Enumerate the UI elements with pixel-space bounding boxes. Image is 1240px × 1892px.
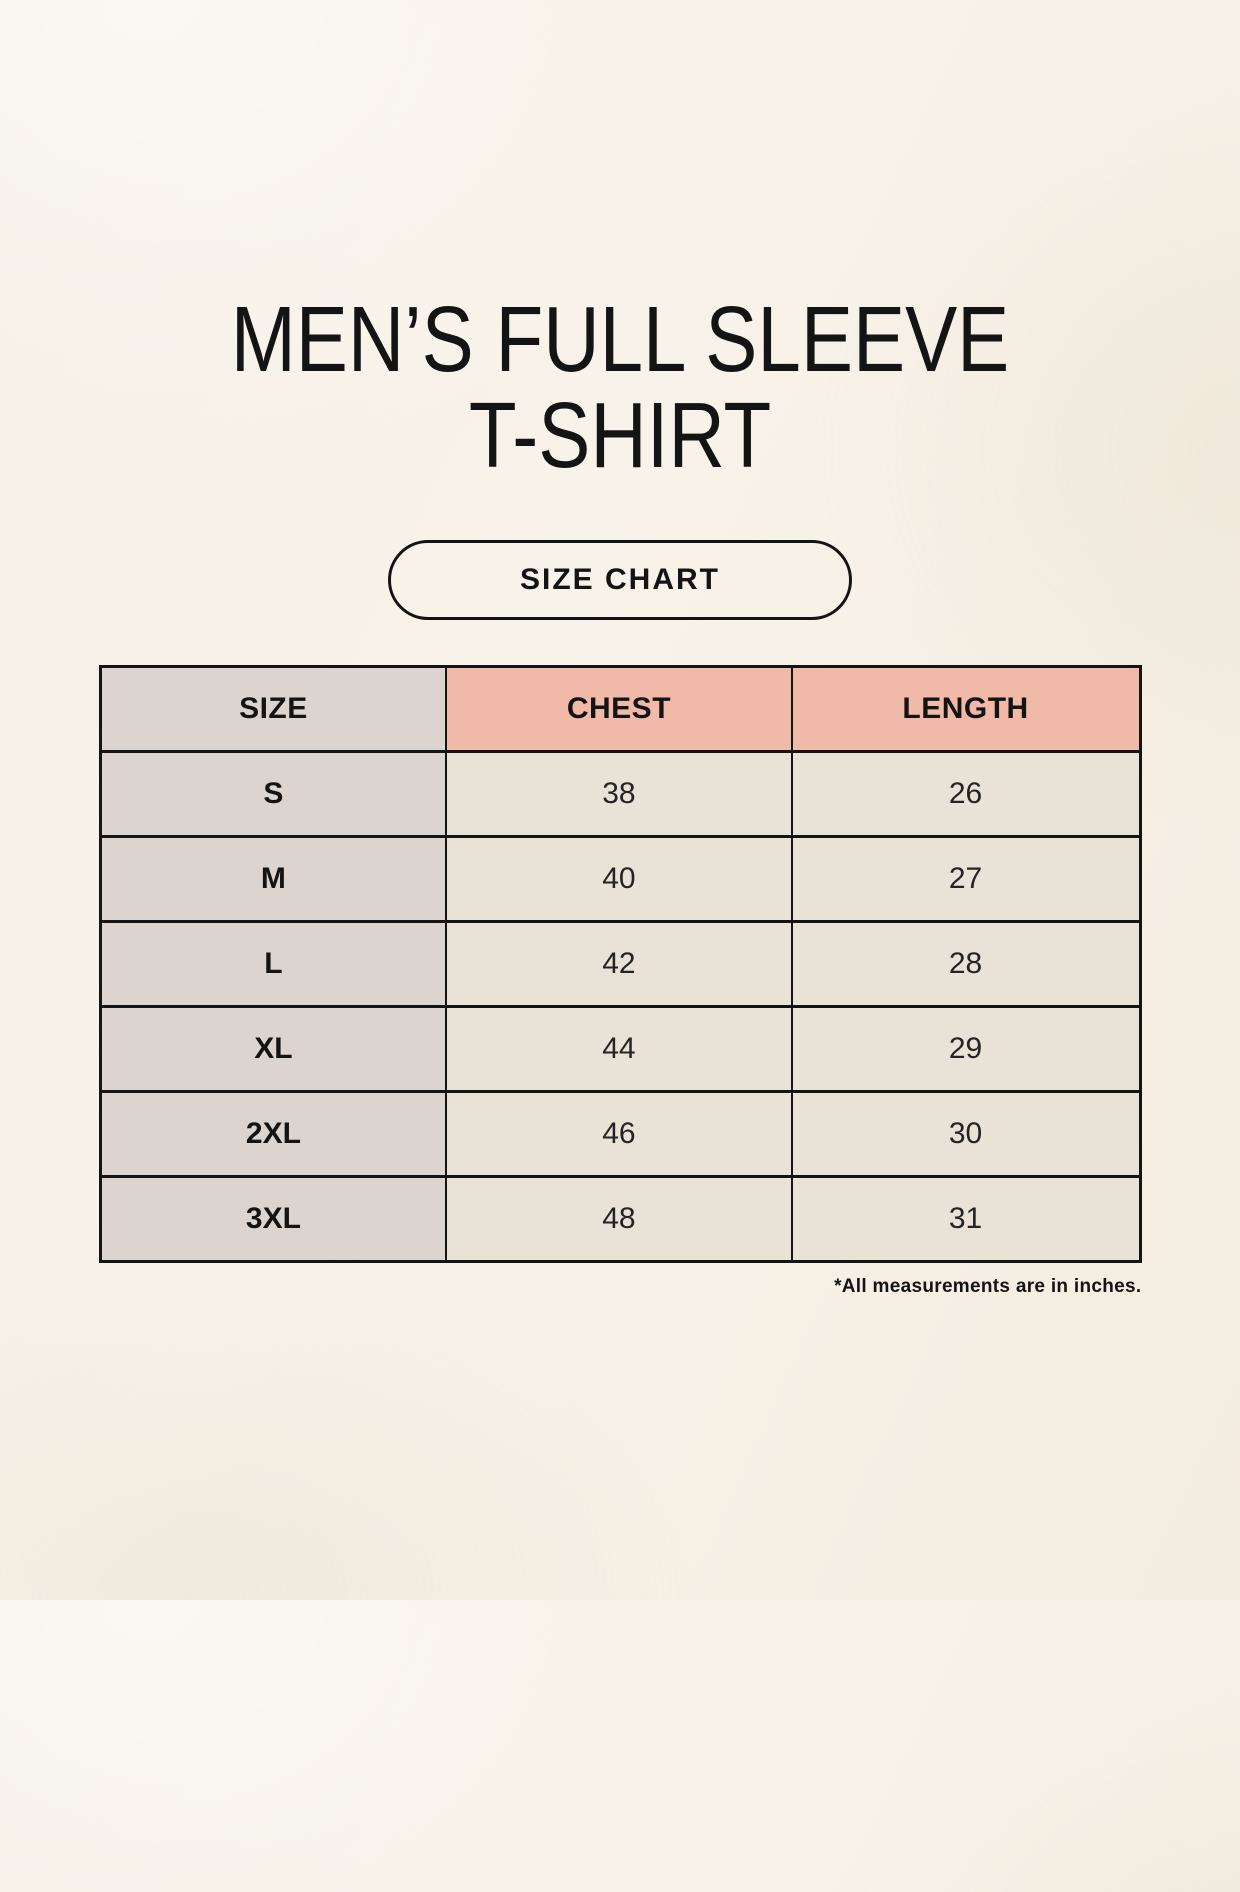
measurements-footnote: *All measurements are in inches. (834, 1275, 1142, 1297)
size-cell: L (98, 919, 448, 1008)
size-cell: M (98, 834, 448, 923)
chest-cell: 44 (445, 1004, 793, 1093)
table-row: S 38 26 (98, 749, 1142, 838)
table-header: SIZE CHEST LENGTH (98, 664, 1142, 753)
length-cell: 27 (790, 834, 1142, 923)
column-header-chest: CHEST (445, 664, 793, 753)
table-row: XL 44 29 (98, 1004, 1142, 1093)
size-cell: 3XL (98, 1174, 448, 1263)
size-cell: 2XL (98, 1089, 448, 1178)
column-header-size: SIZE (98, 664, 448, 753)
page-title-line1: MEN’S FULL SLEEVE (230, 287, 1010, 391)
table-body: S 38 26 M 40 27 L 42 28 XL 44 29 2XL 46 (98, 749, 1142, 1263)
size-cell: S (98, 749, 448, 838)
chest-cell: 42 (445, 919, 793, 1008)
chest-cell: 46 (445, 1089, 793, 1178)
table-row: 3XL 48 31 (98, 1174, 1142, 1263)
length-cell: 29 (790, 1004, 1142, 1093)
page-title-line2: T-SHIRT (468, 382, 772, 487)
length-cell: 31 (790, 1174, 1142, 1263)
length-cell: 28 (790, 919, 1142, 1008)
page-title: MEN’S FULL SLEEVE T-SHIRT (99, 287, 1141, 487)
size-cell: XL (98, 1004, 448, 1093)
size-chart-button[interactable]: SIZE CHART (388, 539, 852, 620)
length-cell: 26 (790, 749, 1142, 838)
table-row: 2XL 46 30 (98, 1089, 1142, 1178)
column-header-length: LENGTH (790, 664, 1142, 753)
chest-cell: 48 (445, 1174, 793, 1263)
size-chart-table: SIZE CHEST LENGTH S 38 26 M 40 27 L 42 2… (98, 664, 1142, 1263)
chest-cell: 40 (445, 834, 793, 923)
chest-cell: 38 (445, 749, 793, 838)
size-chart-button-label: SIZE CHART (520, 562, 720, 596)
table-row: L 42 28 (98, 919, 1142, 1008)
table-row: M 40 27 (98, 834, 1142, 923)
size-chart-table-container: SIZE CHEST LENGTH S 38 26 M 40 27 L 42 2… (98, 664, 1142, 1263)
table-header-row: SIZE CHEST LENGTH (98, 664, 1142, 753)
length-cell: 30 (790, 1089, 1142, 1178)
